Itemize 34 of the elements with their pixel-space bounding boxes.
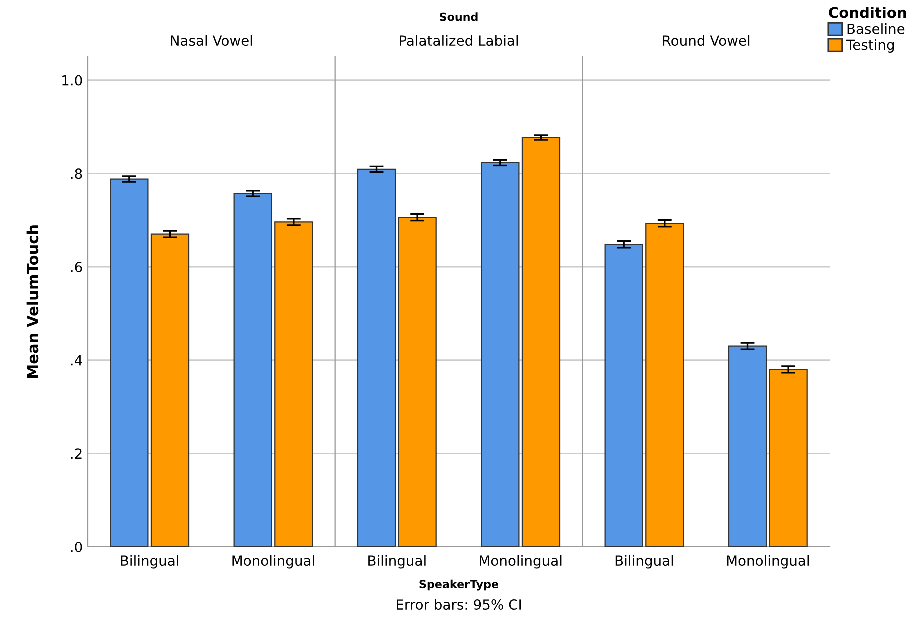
x-tick-label: Monolingual — [727, 555, 810, 569]
bar — [398, 216, 437, 547]
y-tick-label: .6 — [71, 262, 82, 272]
chart-title: Nasal Vowel — [171, 35, 252, 46]
x-tick-label: Monolingual — [480, 555, 562, 569]
bar — [481, 162, 520, 547]
x-axis-title: SpeakerType — [420, 580, 499, 591]
x-tick-label: Bilingual — [616, 555, 674, 569]
y-tick-label: 1.0 — [62, 75, 82, 86]
chart-title: Round Vowel — [663, 35, 750, 46]
x-tick-label: Bilingual — [368, 555, 426, 569]
text: Sound — [440, 12, 478, 22]
legend-label: Testing — [846, 40, 894, 53]
text: Error bars: 95% CI — [397, 599, 521, 610]
y-tick-label: .0 — [71, 542, 82, 552]
bar — [110, 178, 149, 547]
y-tick-label: .2 — [71, 448, 82, 459]
bar — [604, 244, 644, 547]
bar — [728, 346, 768, 547]
bar — [646, 223, 684, 547]
bar — [357, 168, 396, 547]
bar — [522, 137, 561, 547]
bar — [274, 222, 314, 547]
legend-title: Condition — [829, 6, 906, 18]
bar — [769, 369, 808, 547]
bar — [234, 193, 272, 547]
y-axis-title: Mean VelumTouch — [26, 226, 39, 378]
x-tick-label: Bilingual — [121, 555, 178, 569]
x-tick-label: Monolingual — [232, 555, 314, 569]
bar — [150, 234, 190, 547]
y-tick-label: .8 — [71, 168, 82, 180]
y-tick-label: .4 — [71, 355, 82, 366]
chart-title: Palatalized Labial — [400, 35, 518, 46]
legend-label: Baseline — [848, 24, 905, 34]
